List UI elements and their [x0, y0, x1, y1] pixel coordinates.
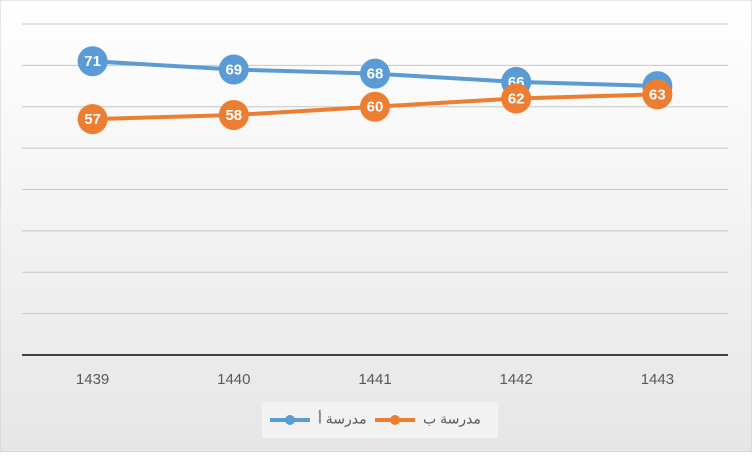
legend-label: مدرسة أ: [318, 409, 367, 428]
data-label: 57: [84, 111, 101, 128]
x-tick-label: 1439: [76, 371, 109, 388]
legend: مدرسة أ مدرسة ب: [262, 402, 498, 438]
x-tick-label: 1443: [641, 371, 674, 388]
data-label: 63: [649, 86, 666, 103]
plot: 1439144014411442144371696866655758606263: [76, 46, 674, 388]
point-marker: [218, 54, 249, 85]
x-tick-label: 1440: [217, 371, 250, 388]
data-label: 71: [84, 53, 101, 70]
point-marker: [642, 79, 673, 110]
legend-marker: [285, 415, 295, 425]
data-label: 60: [367, 99, 384, 116]
point-marker: [501, 83, 532, 114]
point-marker: [218, 100, 249, 131]
data-label: 69: [225, 61, 242, 78]
data-label: 68: [367, 66, 384, 83]
legend-marker: [390, 415, 400, 425]
x-tick-label: 1442: [500, 371, 533, 388]
point-marker: [360, 91, 390, 122]
legend-label: مدرسة ب: [423, 411, 481, 428]
point-marker: [77, 104, 108, 135]
data-label: 62: [508, 90, 525, 107]
x-tick-label: 1441: [358, 371, 391, 388]
data-label: 58: [225, 107, 242, 124]
point-marker: [77, 46, 108, 77]
point-marker: [360, 58, 390, 89]
